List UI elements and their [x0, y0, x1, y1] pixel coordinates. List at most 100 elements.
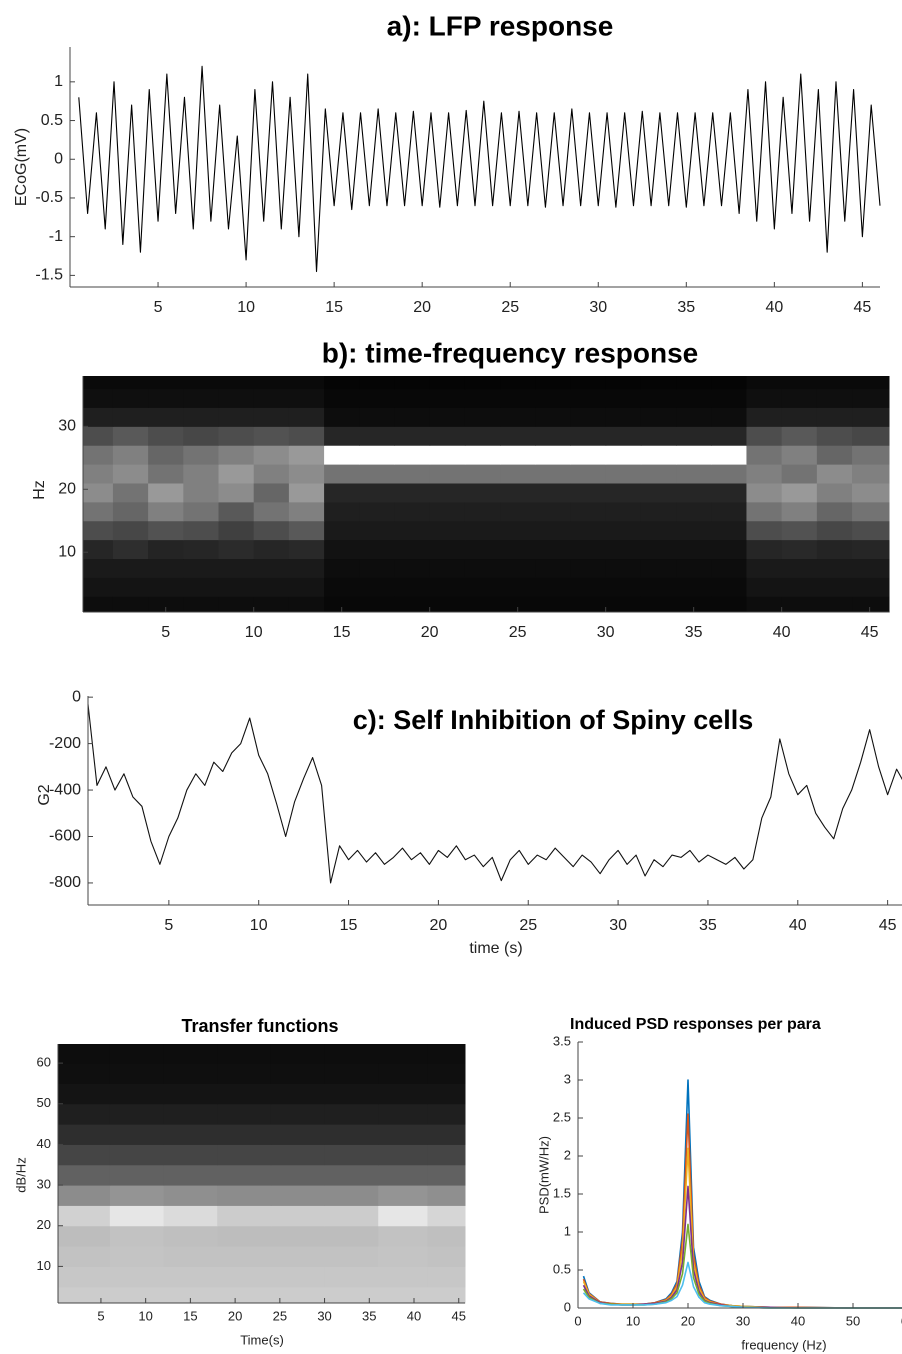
- heat-cell: [183, 577, 220, 597]
- heat-cell: [218, 558, 255, 578]
- data-line: [582, 1113, 902, 1309]
- heat-cell: [58, 1286, 111, 1304]
- heat-cell: [427, 1185, 466, 1206]
- heat-cell: [83, 558, 114, 578]
- heat-cell: [394, 464, 431, 484]
- heat-cell: [535, 445, 571, 465]
- heat-cell: [324, 445, 360, 465]
- heat-cell: [640, 376, 677, 390]
- data-line: [582, 1079, 902, 1309]
- heat-cell: [640, 482, 677, 503]
- y-axis-label: Hz: [31, 480, 48, 500]
- heat-cell: [163, 1205, 218, 1227]
- heat-cell: [109, 1205, 165, 1227]
- heat-cell: [148, 520, 184, 541]
- heat-cell: [427, 1164, 466, 1186]
- heat-cell: [570, 482, 607, 503]
- heat-cell: [359, 426, 395, 446]
- heat-cell: [378, 1124, 428, 1145]
- heat-cell: [148, 482, 184, 503]
- x-tick-label: 35: [685, 624, 703, 641]
- heat-cell: [429, 501, 466, 522]
- heat-cell: [83, 376, 114, 390]
- heat-cell: [217, 1063, 272, 1084]
- heat-cell: [464, 388, 501, 408]
- chart-title: b): time-frequency response: [322, 337, 699, 368]
- heat-cell: [163, 1185, 218, 1206]
- heat-cell: [570, 426, 607, 446]
- heat-cell: [183, 539, 220, 560]
- heat-cell: [500, 407, 536, 427]
- heat-cell: [816, 407, 853, 427]
- x-tick-label: 20: [681, 1313, 695, 1328]
- x-tick-label: 25: [519, 917, 537, 934]
- y-tick-label: 0: [54, 150, 63, 167]
- y-tick-label: 2.5: [553, 1109, 571, 1124]
- heat-cell: [394, 445, 431, 465]
- data-line: [582, 1185, 902, 1309]
- heat-cell: [676, 482, 712, 503]
- heat-cell: [427, 1205, 466, 1227]
- heat-cell: [324, 501, 360, 522]
- heat-cell: [58, 1225, 111, 1247]
- heat-cell: [676, 539, 712, 560]
- heat-cell: [605, 426, 642, 446]
- heat-cell: [427, 1083, 466, 1105]
- heat-cell: [711, 539, 747, 560]
- y-tick-label: 20: [37, 1217, 51, 1232]
- x-tick-label: 5: [97, 1308, 104, 1323]
- heat-cell: [500, 482, 536, 503]
- heat-cell: [183, 426, 220, 446]
- heat-cell: [570, 558, 607, 578]
- heat-cell: [112, 445, 149, 465]
- x-tick-label: 45: [853, 299, 871, 316]
- heat-cell: [378, 1286, 428, 1304]
- heat-cell: [288, 464, 325, 484]
- heat-cell: [676, 426, 712, 446]
- heat-cell: [816, 464, 853, 484]
- panel: 10 20 30 40 50 60 5 10 15 20 25 30 35 40 45 Transfer fu…: [13, 1016, 466, 1348]
- heat-cell: [500, 539, 536, 560]
- chart-title: Transfer functions: [181, 1016, 338, 1036]
- x-tick-label: 40: [791, 1313, 805, 1328]
- heat-cell: [852, 407, 890, 427]
- x-tick-label: 10: [138, 1308, 152, 1323]
- x-tick-label: 30: [736, 1313, 750, 1328]
- heat-cell: [217, 1044, 272, 1064]
- heat-cell: [711, 445, 747, 465]
- heat-cell: [394, 596, 431, 613]
- heat-cell: [746, 482, 783, 503]
- heat-cell: [781, 501, 818, 522]
- heat-cell: [605, 376, 642, 390]
- heat-cell: [781, 596, 818, 613]
- panel: 10 20 30 5 10 15 20 25 30 35 40 45 b): time-frequenc…: [31, 337, 890, 641]
- heat-cell: [183, 558, 220, 578]
- heat-cell: [218, 501, 255, 522]
- heat-cell: [746, 464, 783, 484]
- heat-cell: [394, 376, 431, 390]
- chart-title: Induced PSD responses per para: [570, 1016, 821, 1033]
- heat-cell: [535, 558, 571, 578]
- heat-cell: [852, 388, 890, 408]
- heat-cell: [746, 445, 783, 465]
- heat-cell: [324, 577, 360, 597]
- x-tick-label: 10: [250, 917, 268, 934]
- heat-cell: [852, 501, 890, 522]
- heat-cell: [464, 577, 501, 597]
- heat-cell: [324, 1044, 379, 1064]
- heat-cell: [324, 1225, 379, 1247]
- heat-cell: [217, 1225, 272, 1247]
- heat-cell: [500, 426, 536, 446]
- heat-cell: [781, 558, 818, 578]
- heat-cell: [148, 464, 184, 484]
- chart-title: c): Self Inhibition of Spiny cells: [353, 705, 754, 735]
- heat-cell: [253, 482, 290, 503]
- heat-cell: [427, 1144, 466, 1166]
- heat-cell: [83, 426, 114, 446]
- heat-cell: [394, 558, 431, 578]
- x-tick-label: 45: [452, 1308, 466, 1323]
- heat-cell: [58, 1246, 111, 1267]
- heat-cell: [781, 376, 818, 390]
